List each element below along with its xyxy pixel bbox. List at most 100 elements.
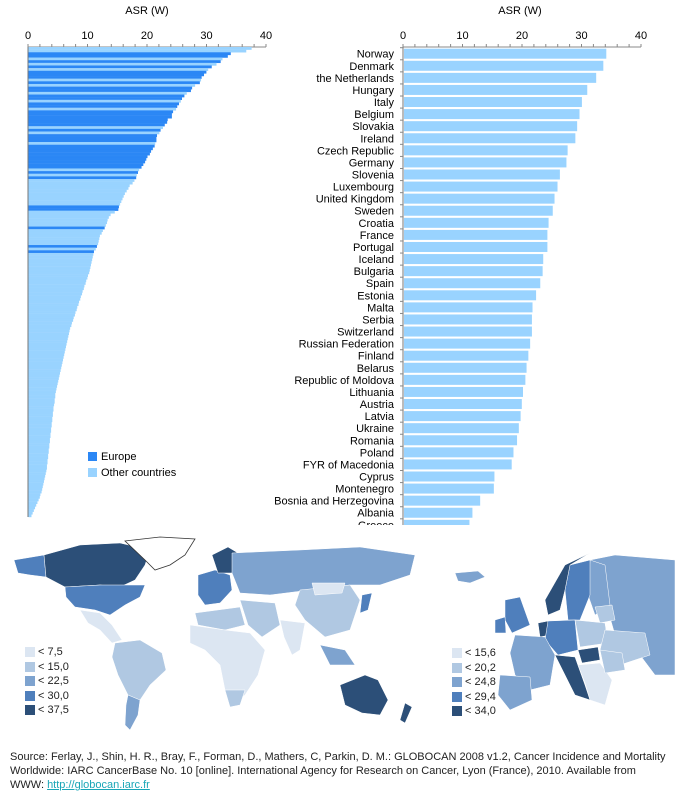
- bar-europe: [28, 157, 147, 161]
- bar-europe: [28, 97, 183, 101]
- legend-label: < 22,5: [38, 675, 69, 688]
- bar-other-country: [28, 202, 121, 206]
- legend-label: < 7,5: [38, 646, 63, 659]
- legend-swatch: [25, 690, 35, 701]
- bar-iceland: [404, 254, 544, 265]
- map-region-south-america: [111, 639, 167, 701]
- bar-other-country: [28, 173, 137, 177]
- legend-item: < 22,5: [25, 674, 69, 689]
- map-region-hungary: [577, 646, 601, 664]
- bar-bulgaria: [404, 266, 543, 277]
- bar-other-country: [28, 419, 53, 423]
- europe-map: [454, 552, 676, 711]
- bar-other-country: [28, 237, 100, 240]
- category-label: Italy: [374, 97, 395, 109]
- bar-other-country: [28, 289, 83, 293]
- bar-other-country: [28, 406, 54, 409]
- bar-other-country: [28, 464, 47, 468]
- bar-other-country: [28, 234, 100, 238]
- bar-other-country: [28, 450, 49, 454]
- bar-other-country: [28, 369, 61, 372]
- legend-swatch: [25, 647, 35, 658]
- bar-other-country: [28, 445, 50, 449]
- bar-other-country: [28, 268, 90, 272]
- bar-other-country: [28, 57, 223, 61]
- bar-other-country: [28, 324, 72, 328]
- bar-other-country: [28, 266, 91, 269]
- category-label: Denmark: [349, 61, 394, 73]
- bar-poland: [404, 447, 514, 458]
- x-tick-label: 40: [260, 30, 272, 42]
- category-label: Slovakia: [352, 121, 394, 133]
- bar-europe: [28, 245, 97, 248]
- map-region-usa: [64, 584, 146, 616]
- bar-other-country: [28, 350, 65, 354]
- bar-other-country: [28, 305, 78, 309]
- bar-hungary: [404, 84, 588, 95]
- x-tick-label: 40: [635, 30, 647, 42]
- category-label: Belgium: [354, 109, 394, 121]
- world-map-legend: < 7,5 < 15,0 < 22,5 < 30,0 < 37,5: [25, 645, 69, 718]
- bar-europe: [28, 52, 231, 56]
- bar-europe: [28, 160, 146, 164]
- world-asr-bar-chart: ASR (W) 0 10 20 30 40 Europe Other countries: [25, 5, 272, 518]
- bar-europe: [28, 89, 191, 93]
- bar-charts: ASR (W) 0 10 20 30 40 Europe Other countries…: [25, 5, 647, 525]
- bar-spain: [404, 278, 541, 289]
- map-region-norway: [544, 552, 591, 616]
- bar-other-country: [28, 374, 60, 378]
- bar-other-country: [28, 403, 55, 407]
- category-label: Spain: [366, 278, 394, 290]
- bar-europe: [28, 94, 185, 98]
- bar-other-country: [28, 271, 90, 275]
- bar-europe: [28, 128, 161, 132]
- source-citation: Source: Ferlay, J., Shin, H. R., Bray, F…: [10, 750, 670, 792]
- map-region-southeast-asia: [319, 644, 356, 666]
- bar-other-country: [28, 308, 77, 312]
- category-label: Latvia: [365, 411, 395, 423]
- x-tick-label: 0: [400, 30, 406, 42]
- bar-latvia: [404, 411, 521, 422]
- legend-item: < 37,5: [25, 703, 69, 718]
- bar-sweden: [404, 205, 553, 216]
- bar-united-kingdom: [404, 193, 555, 204]
- legend-item: < 34,0: [452, 704, 496, 719]
- bar-other-country: [28, 379, 59, 383]
- bar-other-country: [28, 332, 69, 336]
- bar-europe: [28, 149, 152, 153]
- bar-other-country: [28, 318, 74, 322]
- category-label: Montenegro: [335, 484, 394, 496]
- category-label: Lithuania: [349, 387, 395, 399]
- category-label: Luxembourg: [333, 182, 394, 194]
- legend-item: < 15,0: [25, 660, 69, 675]
- category-label: Ireland: [360, 133, 394, 145]
- bar-other-country: [28, 326, 71, 330]
- bar-other-country: [28, 189, 127, 193]
- x-tick-label: 10: [456, 30, 468, 42]
- bar-other-country: [28, 453, 49, 457]
- bar-other-country: [28, 247, 96, 251]
- map-region-balkans: [577, 662, 613, 706]
- x-tick-label: 20: [516, 30, 528, 42]
- legend-swatch: [452, 691, 462, 702]
- bar-other-country: [28, 416, 53, 420]
- source-link[interactable]: http://globocan.iarc.fr: [47, 779, 150, 791]
- x-tick-label: 30: [575, 30, 587, 42]
- legend-label: < 37,5: [38, 704, 69, 717]
- bar-montenegro: [404, 483, 494, 494]
- bar-other-country: [28, 366, 62, 370]
- bar-other-country: [28, 371, 61, 375]
- bar-switzerland: [404, 326, 532, 337]
- legend-swatch: [25, 661, 35, 672]
- category-label: Estonia: [357, 290, 395, 302]
- category-label: Ukraine: [356, 423, 394, 435]
- bar-other-country: [28, 239, 99, 243]
- bar-other-country: [28, 91, 187, 95]
- bar-europe: [28, 105, 178, 108]
- category-label: Albania: [357, 508, 395, 520]
- bar-other-country: [28, 480, 44, 483]
- bar-other-country: [28, 221, 108, 225]
- bar-other-country: [28, 340, 68, 343]
- category-label: Slovenia: [352, 170, 395, 182]
- category-label: Poland: [360, 447, 394, 459]
